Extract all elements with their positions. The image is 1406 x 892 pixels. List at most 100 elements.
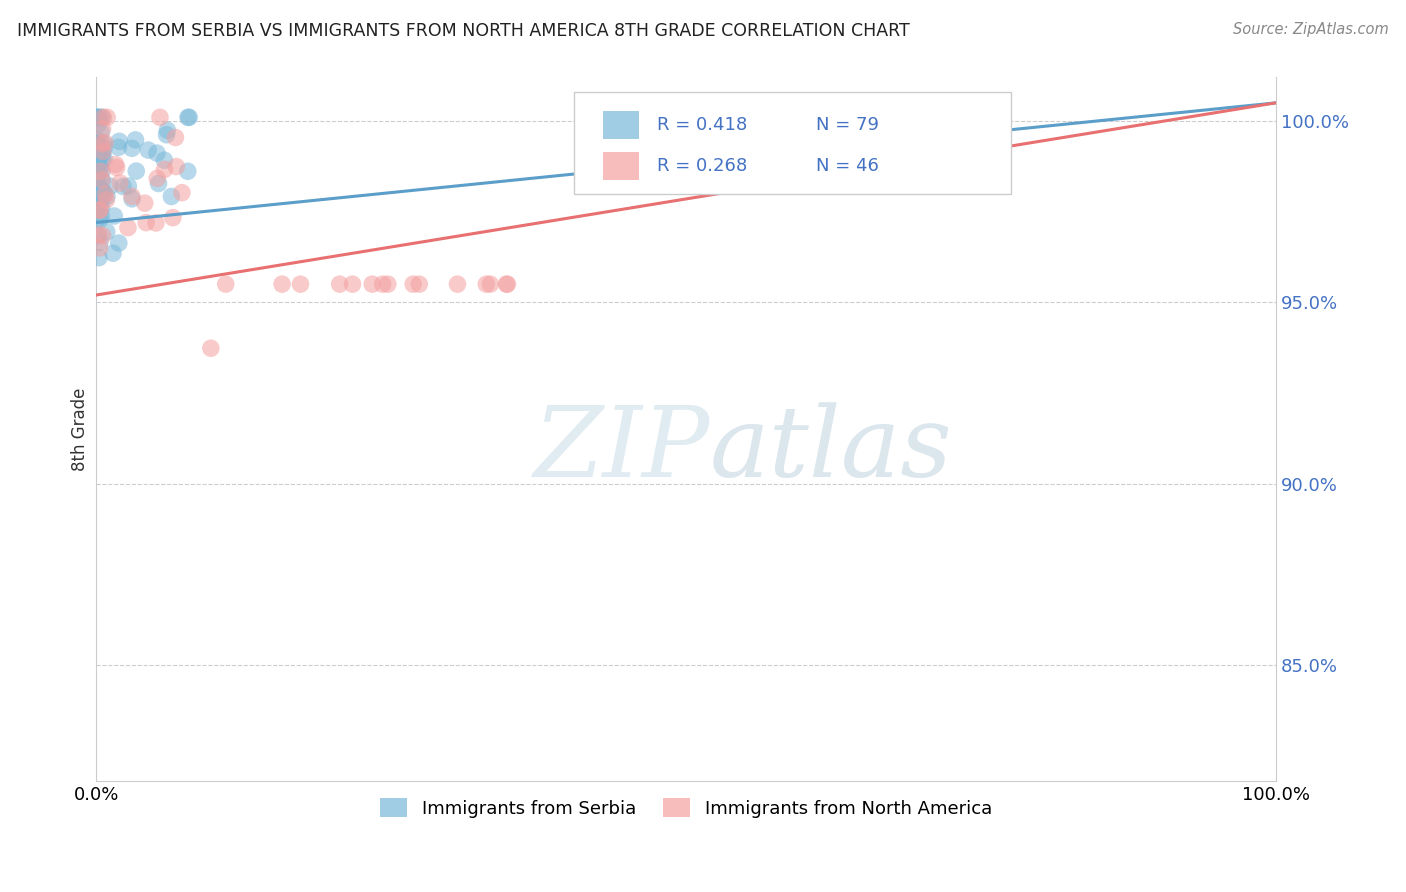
Point xyxy=(87,198,110,212)
Point xyxy=(87,203,110,218)
Point xyxy=(100,179,122,194)
Point xyxy=(108,134,131,148)
Bar xyxy=(603,152,638,180)
Point xyxy=(91,136,114,150)
Point xyxy=(91,187,114,202)
Point xyxy=(446,277,468,292)
Text: N = 79: N = 79 xyxy=(815,116,879,135)
Point xyxy=(146,171,169,186)
Point xyxy=(145,216,167,230)
Point xyxy=(86,188,108,202)
Point xyxy=(200,341,222,355)
Point xyxy=(86,211,108,226)
Point xyxy=(86,176,108,190)
Point xyxy=(93,141,115,155)
Point xyxy=(91,145,114,159)
Point xyxy=(93,189,115,203)
Point xyxy=(156,123,179,137)
Point xyxy=(86,111,108,125)
Text: atlas: atlas xyxy=(710,402,952,498)
Point xyxy=(89,159,111,173)
Text: R = 0.418: R = 0.418 xyxy=(657,116,747,135)
Point xyxy=(112,179,135,194)
Point xyxy=(86,136,108,151)
Point xyxy=(96,189,118,203)
Text: Source: ZipAtlas.com: Source: ZipAtlas.com xyxy=(1233,22,1389,37)
Point xyxy=(177,164,200,178)
Point xyxy=(96,111,118,125)
Point xyxy=(87,202,110,216)
Point xyxy=(125,164,148,178)
Point xyxy=(104,157,127,171)
Point xyxy=(86,160,108,174)
Point xyxy=(90,147,112,161)
Point xyxy=(87,199,110,213)
Point xyxy=(479,277,502,292)
Point xyxy=(135,216,157,230)
Point xyxy=(361,277,384,292)
Point xyxy=(91,111,114,125)
Point xyxy=(91,184,114,198)
Point xyxy=(121,141,143,155)
Point xyxy=(136,143,159,157)
FancyBboxPatch shape xyxy=(574,92,1011,194)
Point xyxy=(475,277,498,292)
Point xyxy=(124,133,146,147)
Point xyxy=(165,160,187,174)
Point xyxy=(149,111,172,125)
Point xyxy=(496,277,519,292)
Point xyxy=(86,133,108,147)
Point xyxy=(89,241,111,255)
Point xyxy=(162,211,184,225)
Point xyxy=(153,162,176,177)
Point xyxy=(103,209,125,223)
Point xyxy=(91,153,114,167)
Point xyxy=(86,169,108,183)
Point xyxy=(87,186,110,201)
Point xyxy=(179,111,201,125)
Point xyxy=(89,111,111,125)
Point xyxy=(107,235,129,250)
Point xyxy=(107,140,129,154)
Point xyxy=(87,111,110,125)
Point xyxy=(495,277,517,292)
Point xyxy=(87,118,110,132)
Point xyxy=(329,277,352,292)
Point xyxy=(87,160,110,174)
Point xyxy=(94,187,117,202)
Text: IMMIGRANTS FROM SERBIA VS IMMIGRANTS FROM NORTH AMERICA 8TH GRADE CORRELATION CH: IMMIGRANTS FROM SERBIA VS IMMIGRANTS FRO… xyxy=(17,22,910,40)
Point xyxy=(90,136,112,151)
Point xyxy=(153,153,176,168)
Point xyxy=(271,277,294,292)
Point xyxy=(90,125,112,139)
Point xyxy=(86,153,108,168)
Point xyxy=(89,165,111,179)
Point xyxy=(290,277,312,292)
Point xyxy=(86,183,108,197)
Point xyxy=(86,111,108,125)
Point xyxy=(117,220,139,235)
Text: ZIP: ZIP xyxy=(533,402,710,498)
Point xyxy=(84,136,107,151)
Point xyxy=(86,228,108,243)
Point xyxy=(408,277,430,292)
Point xyxy=(91,228,114,243)
Point xyxy=(86,174,108,188)
Point xyxy=(90,200,112,214)
Point xyxy=(105,161,128,175)
Point xyxy=(87,251,110,265)
Point xyxy=(117,179,139,194)
Point xyxy=(93,185,115,199)
Point xyxy=(165,130,187,145)
Y-axis label: 8th Grade: 8th Grade xyxy=(72,387,89,471)
Point xyxy=(86,196,108,211)
Text: R = 0.268: R = 0.268 xyxy=(657,157,747,175)
Point xyxy=(215,277,238,292)
Point xyxy=(108,176,131,190)
Point xyxy=(87,193,110,207)
Point xyxy=(86,158,108,172)
Point xyxy=(89,202,111,217)
Point xyxy=(94,136,117,150)
Point xyxy=(87,227,110,242)
Point xyxy=(177,111,200,125)
